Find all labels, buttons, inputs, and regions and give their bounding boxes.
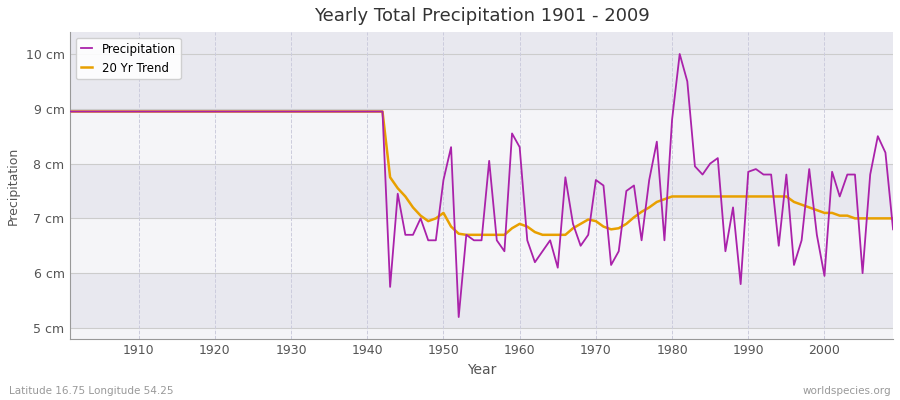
Line: Precipitation: Precipitation (70, 54, 893, 317)
20 Yr Trend (522, 224, 533, 229)
Y-axis label: Precipitation: Precipitation (7, 146, 20, 225)
20 Yr Trend (293, 109, 304, 114)
Precipitation (293, 109, 304, 114)
Bar (70, 32, 893, 54)
Bar (70, 54, 893, 109)
Legend: Precipitation, 20 Yr Trend: Precipitation, 20 Yr Trend (76, 38, 181, 79)
Text: worldspecies.org: worldspecies.org (803, 386, 891, 396)
20 Yr Trend (461, 232, 472, 237)
Precipitation (514, 145, 525, 150)
Precipitation (522, 238, 533, 243)
20 Yr Trend (514, 222, 525, 226)
Bar (70, 328, 893, 339)
Precipitation (887, 227, 898, 232)
Bar (70, 218, 893, 273)
Precipitation (674, 52, 685, 56)
Title: Yearly Total Precipitation 1901 - 2009: Yearly Total Precipitation 1901 - 2009 (314, 7, 650, 25)
20 Yr Trend (339, 109, 350, 114)
Precipitation (339, 109, 350, 114)
Line: 20 Yr Trend: 20 Yr Trend (70, 112, 893, 235)
Bar (70, 109, 893, 164)
20 Yr Trend (65, 109, 76, 114)
Precipitation (65, 109, 76, 114)
Precipitation (613, 249, 624, 254)
Precipitation (454, 315, 464, 320)
Bar (70, 164, 893, 218)
Bar (70, 273, 893, 328)
20 Yr Trend (887, 216, 898, 221)
20 Yr Trend (126, 109, 137, 114)
Text: Latitude 16.75 Longitude 54.25: Latitude 16.75 Longitude 54.25 (9, 386, 174, 396)
X-axis label: Year: Year (467, 363, 496, 377)
Precipitation (126, 109, 137, 114)
20 Yr Trend (613, 226, 624, 231)
